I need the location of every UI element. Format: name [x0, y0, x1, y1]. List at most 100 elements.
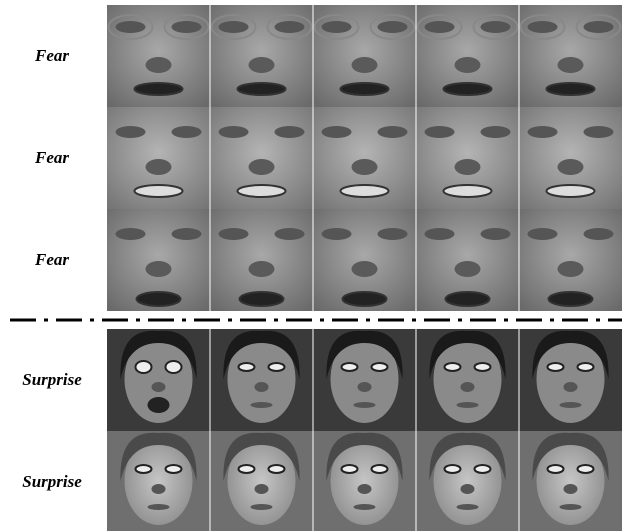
mouth [547, 185, 595, 197]
face-image [313, 329, 416, 431]
eye [239, 465, 255, 473]
face-image [210, 329, 313, 431]
face-image [519, 5, 622, 107]
eye [425, 21, 455, 33]
nose [146, 261, 172, 277]
face-image [519, 107, 622, 209]
nose [255, 382, 269, 392]
mouth [240, 292, 284, 306]
eye [275, 21, 305, 33]
face-image [416, 107, 519, 209]
mouth [148, 397, 170, 413]
eye [275, 228, 305, 240]
row-label: Fear [34, 250, 69, 269]
row-label: Fear [34, 46, 69, 65]
nose [249, 159, 275, 175]
mouth [238, 185, 286, 197]
nose [358, 484, 372, 494]
image-grid [107, 5, 622, 531]
eye [116, 126, 146, 138]
eye [342, 363, 358, 371]
mouth [444, 185, 492, 197]
eye [584, 21, 614, 33]
nose [352, 261, 378, 277]
nose [558, 159, 584, 175]
face-image [107, 431, 210, 531]
eye [372, 465, 388, 473]
face-image [210, 107, 313, 209]
row-label: Fear [34, 148, 69, 167]
mouth [343, 292, 387, 306]
eye [481, 126, 511, 138]
face-image [313, 5, 416, 107]
eye [322, 126, 352, 138]
eye [475, 465, 491, 473]
mouth [446, 292, 490, 306]
eye [275, 126, 305, 138]
mouth [251, 402, 273, 408]
mouth [341, 83, 389, 95]
eye [548, 363, 564, 371]
face-image [107, 209, 210, 311]
mouth [238, 83, 286, 95]
face-image [107, 5, 210, 107]
figure: FearFearFearSurpriseSurprise [0, 0, 622, 531]
mouth [251, 504, 273, 510]
nose [358, 382, 372, 392]
face-image [519, 431, 622, 531]
eye [172, 126, 202, 138]
face-image [313, 431, 416, 531]
nose [455, 159, 481, 175]
mouth [135, 83, 183, 95]
mouth [549, 292, 593, 306]
eye [475, 363, 491, 371]
eye [378, 21, 408, 33]
eye [378, 126, 408, 138]
eye [528, 126, 558, 138]
eye [219, 126, 249, 138]
eye [172, 228, 202, 240]
eye [219, 21, 249, 33]
nose [249, 261, 275, 277]
mouth [560, 402, 582, 408]
eye [578, 465, 594, 473]
eye [481, 228, 511, 240]
nose [152, 382, 166, 392]
face-image [416, 329, 519, 431]
mouth [457, 504, 479, 510]
mouth [135, 185, 183, 197]
nose [352, 57, 378, 73]
eye [136, 361, 152, 373]
nose [352, 159, 378, 175]
eye [578, 363, 594, 371]
eye [584, 126, 614, 138]
face-image [210, 209, 313, 311]
mouth [354, 504, 376, 510]
mouth [354, 402, 376, 408]
row-label: Surprise [22, 370, 82, 389]
nose [564, 484, 578, 494]
face-image [416, 431, 519, 531]
face-image [519, 209, 622, 311]
nose [146, 159, 172, 175]
face-image [519, 329, 622, 431]
nose [564, 382, 578, 392]
eye [116, 21, 146, 33]
nose [152, 484, 166, 494]
face-image [313, 107, 416, 209]
eye [136, 465, 152, 473]
nose [455, 57, 481, 73]
eye [342, 465, 358, 473]
eye [116, 228, 146, 240]
eye [219, 228, 249, 240]
nose [455, 261, 481, 277]
face-image [210, 5, 313, 107]
eye [239, 363, 255, 371]
mouth [341, 185, 389, 197]
nose [249, 57, 275, 73]
eye [548, 465, 564, 473]
mouth [560, 504, 582, 510]
eye [425, 228, 455, 240]
eye [445, 363, 461, 371]
